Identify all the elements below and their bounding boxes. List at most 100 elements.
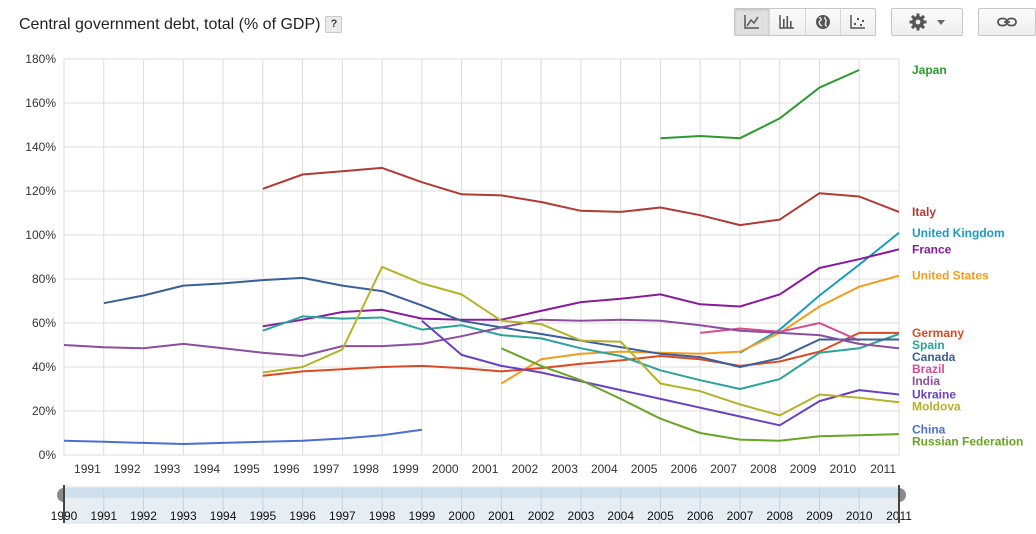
range-tick-label: 2003	[568, 509, 595, 523]
series-line[interactable]	[700, 322, 860, 342]
x-tick-label: 1997	[313, 462, 340, 476]
range-tick-label: 2006	[687, 509, 714, 523]
y-tick-label: 120%	[25, 184, 56, 198]
range-tick-label: 2007	[727, 509, 754, 523]
series-line[interactable]	[421, 320, 900, 427]
series-line[interactable]	[63, 318, 900, 357]
scatter-chart-button[interactable]	[841, 9, 875, 35]
link-icon	[997, 17, 1017, 27]
range-handle-end[interactable]	[899, 488, 906, 502]
x-tick-label: 2008	[750, 462, 777, 476]
link-button[interactable]	[978, 8, 1036, 36]
x-tick-label: 2003	[551, 462, 578, 476]
range-tick-label: 2005	[647, 509, 674, 523]
series-line[interactable]	[500, 347, 900, 442]
range-handle-start[interactable]	[57, 488, 64, 502]
legend-label[interactable]: Germany	[912, 326, 964, 340]
range-tick-label: 2010	[846, 509, 873, 523]
x-tick-label: 2001	[472, 462, 499, 476]
x-tick-label: 2004	[591, 462, 618, 476]
range-tick-label: 1994	[210, 509, 237, 523]
help-button[interactable]: ?	[325, 16, 343, 33]
series-line[interactable]	[660, 69, 860, 140]
x-tick-label: 1991	[74, 462, 101, 476]
settings-dropdown[interactable]	[891, 8, 963, 36]
range-tick-label: 1999	[409, 509, 436, 523]
legend-label[interactable]: Russian Federation	[912, 435, 1023, 449]
x-tick-label: 2002	[511, 462, 538, 476]
series-line[interactable]	[63, 428, 423, 445]
x-tick-label: 2006	[670, 462, 697, 476]
legend-label[interactable]: Moldova	[912, 400, 961, 414]
y-tick-label: 140%	[25, 140, 56, 154]
scatter-icon	[850, 15, 865, 29]
chart-type-toolbar	[734, 8, 876, 36]
range-tick-label: 2004	[607, 509, 634, 523]
x-tick-label: 2011	[870, 462, 896, 476]
map-button[interactable]	[806, 9, 841, 35]
range-tick-label: 2002	[528, 509, 555, 523]
plot-area	[63, 58, 900, 456]
legend-label[interactable]: Ukraine	[912, 388, 956, 402]
chart-title-text: Central government debt, total (% of GDP…	[19, 16, 321, 33]
x-tick-label: 2009	[790, 462, 817, 476]
range-tick-label: 2008	[766, 509, 793, 523]
x-tick-label: 1999	[392, 462, 419, 476]
y-tick-label: 80%	[32, 272, 56, 286]
range-tick-label: 1995	[249, 509, 276, 523]
x-tick-label: 2005	[631, 462, 658, 476]
legend-label[interactable]: United States	[912, 269, 989, 283]
range-tick-label: 1991	[90, 509, 117, 523]
legend-label[interactable]: Italy	[912, 205, 936, 219]
series-line[interactable]	[739, 232, 900, 354]
y-tick-label: 100%	[25, 228, 56, 242]
range-tick-label: 1998	[369, 509, 396, 523]
y-tick-label: 20%	[32, 404, 56, 418]
y-tick-label: 180%	[25, 52, 56, 66]
range-tick-label: 2000	[448, 509, 475, 523]
x-tick-label: 1993	[154, 462, 181, 476]
series-line[interactable]	[262, 248, 900, 328]
range-selector-band	[64, 488, 899, 498]
chart-title: Central government debt, total (% of GDP…	[19, 16, 343, 34]
legend-label[interactable]: Spain	[912, 338, 945, 352]
bar-chart-icon	[779, 15, 795, 29]
bar-chart-button[interactable]	[770, 9, 806, 35]
range-tick-label: 2009	[806, 509, 833, 523]
series-line[interactable]	[262, 166, 900, 227]
series-line[interactable]	[262, 331, 899, 377]
x-tick-label: 1996	[273, 462, 300, 476]
y-tick-label: 60%	[32, 316, 56, 330]
legend-label[interactable]: India	[912, 374, 940, 388]
globe-icon	[815, 15, 830, 29]
y-tick-label: 0%	[39, 448, 57, 462]
series-line[interactable]	[500, 274, 900, 385]
legend-label[interactable]: United Kingdom	[912, 226, 1005, 240]
gear-icon	[909, 13, 927, 31]
range-tick-label: 1993	[170, 509, 197, 523]
x-tick-label: 1992	[114, 462, 141, 476]
range-tick-label: 1996	[289, 509, 316, 523]
x-tick-label: 1998	[352, 462, 379, 476]
line-chart-icon	[744, 15, 760, 29]
series-line[interactable]	[262, 315, 900, 390]
legend-label[interactable]: Japan	[912, 63, 947, 77]
y-tick-label: 160%	[25, 96, 56, 110]
line-chart-button[interactable]	[735, 9, 771, 35]
y-tick-label: 40%	[32, 360, 56, 374]
series-line[interactable]	[262, 265, 900, 417]
legend-label[interactable]: France	[912, 242, 952, 256]
range-tick-label: 2001	[488, 509, 515, 523]
settings-button[interactable]	[892, 9, 962, 35]
x-tick-label: 2007	[710, 462, 737, 476]
x-tick-label: 2010	[830, 462, 857, 476]
legend-label[interactable]: China	[912, 423, 946, 437]
legend-label[interactable]: Canada	[912, 350, 956, 364]
x-tick-label: 1995	[233, 462, 260, 476]
legend-label[interactable]: Brazil	[912, 362, 945, 376]
range-tick-label: 1997	[329, 509, 356, 523]
range-tick-label: 1992	[130, 509, 157, 523]
x-tick-label: 1994	[193, 462, 220, 476]
chevron-down-icon	[937, 19, 945, 25]
